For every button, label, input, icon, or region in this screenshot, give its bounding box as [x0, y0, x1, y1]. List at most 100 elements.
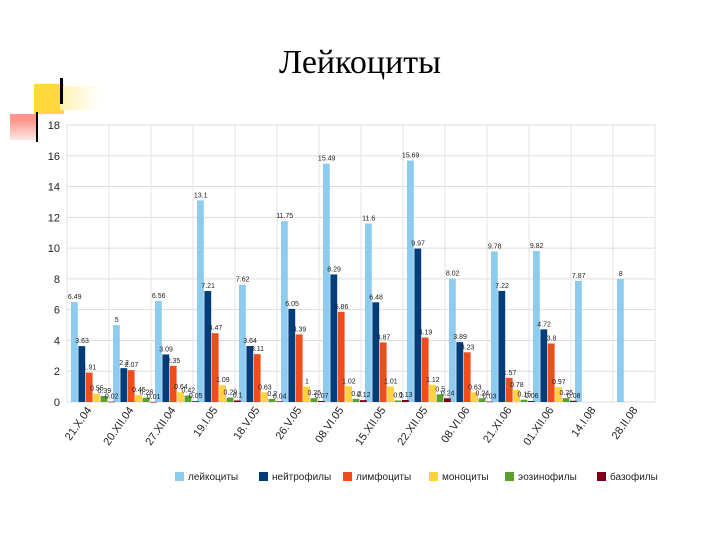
data-label: 1.09	[216, 377, 230, 384]
bar-лейкоциты	[239, 284, 246, 402]
data-label: 3.8	[547, 336, 557, 343]
bar-эозинофилы	[520, 399, 528, 402]
data-label: 4.47	[209, 325, 223, 332]
legend-label: моноциты	[442, 472, 489, 483]
data-label: 0.29	[223, 390, 237, 397]
legend-swatch	[175, 472, 184, 481]
bar-эозинофилы	[310, 398, 318, 402]
bar-эозинофилы	[226, 397, 234, 402]
bar-лейкоциты	[71, 302, 78, 402]
data-label: 0.25	[559, 390, 573, 397]
bar-базофилы	[402, 399, 409, 402]
bar-моноциты	[387, 386, 394, 402]
y-tick-label: 10	[48, 243, 60, 255]
bar-базофилы	[528, 401, 535, 402]
data-label: 0.13	[399, 392, 413, 399]
bar-лимфоциты	[421, 337, 429, 402]
data-label: 4.72	[537, 321, 551, 328]
bar-лимфоциты	[379, 342, 387, 402]
legend-swatch	[597, 472, 606, 481]
bar-моноциты	[177, 392, 184, 402]
bar-лейкоциты	[323, 163, 330, 402]
bar-нейтрофилы	[414, 248, 422, 402]
data-labels-layer: 6.49 5 6.56 13.1 7.62 11.75 15.49 11.6 15.69 8.02…	[68, 153, 623, 401]
data-label: 9.78	[488, 243, 502, 250]
y-tick-label: 6	[54, 305, 60, 317]
legend: лейкоциты нейтрофилы лимфоциты моноциты эози…	[175, 471, 658, 483]
bar-эозинофилы	[478, 398, 486, 402]
x-tick-label: 19.I.05	[191, 405, 220, 439]
bar-моноциты	[135, 395, 142, 402]
bar-нейтрофилы	[246, 345, 254, 402]
page-title: Лейкоциты	[279, 44, 441, 81]
x-tick-label: 21.X.04	[63, 405, 95, 443]
data-label: 3.63	[75, 338, 89, 345]
data-label: 0.12	[357, 392, 371, 399]
bar-базофилы	[486, 401, 493, 403]
data-label: 9.82	[530, 243, 544, 250]
data-label: 6.05	[285, 301, 299, 308]
data-label: 2.2	[119, 360, 129, 367]
bar-нейтрофилы	[330, 274, 338, 402]
bar-лейкоциты	[407, 160, 414, 402]
x-tick-label: 28.II.08	[610, 405, 641, 442]
bar-моноциты	[219, 385, 226, 402]
y-tick-label: 18	[48, 120, 60, 132]
data-label: 0.63	[258, 384, 272, 391]
bar-базофилы	[276, 401, 283, 402]
x-tick-label: 14.I.08	[569, 405, 598, 439]
bar-лимфоциты	[253, 354, 261, 402]
data-label: 0.24	[441, 390, 455, 397]
decor-black-line	[60, 78, 63, 104]
data-label: 0.01	[147, 394, 161, 401]
data-label: 1.12	[426, 377, 440, 384]
y-tick-label: 2	[54, 366, 60, 378]
data-label: 0.64	[174, 384, 188, 391]
decor-yellow-square	[34, 84, 64, 114]
data-label: 8.02	[446, 271, 460, 278]
legend-label: нейтрофилы	[272, 471, 331, 483]
x-tick-label: 08.VI.05	[313, 405, 346, 445]
data-label: 9.97	[411, 241, 425, 248]
legend-label: эозинофилы	[518, 471, 577, 483]
bar-нейтрофилы	[288, 308, 296, 402]
bar-моноциты	[345, 386, 352, 402]
x-tick-label: 27.XII.04	[143, 405, 178, 448]
data-label: 0.42	[181, 388, 195, 395]
bar-эозинофилы	[100, 395, 108, 402]
data-label: 8.29	[327, 266, 341, 273]
data-label: 0.45	[132, 387, 146, 394]
data-label: 0.97	[552, 379, 566, 386]
bar-базофилы	[318, 400, 325, 402]
bar-лейкоциты	[365, 223, 372, 402]
x-tick-label: 20.XII.04	[101, 405, 136, 448]
legend-label: лимфоциты	[356, 471, 411, 483]
x-tick-label: 08.VI.06	[439, 405, 472, 445]
data-label: 6.49	[68, 294, 82, 301]
bar-базофилы	[360, 400, 367, 402]
legend-swatch	[505, 472, 514, 481]
data-label: 3.64	[243, 338, 257, 345]
data-label: 7.22	[495, 283, 509, 290]
bar-лимфоциты	[295, 334, 303, 402]
bar-эозинофилы	[352, 398, 360, 402]
data-label: 0.25	[307, 390, 321, 397]
data-label: 11.6	[362, 215, 375, 222]
data-label: 0.78	[510, 382, 524, 389]
data-label: 4.39	[293, 326, 307, 333]
bar-нейтрофилы	[162, 354, 170, 402]
data-label: 0.5	[435, 386, 445, 393]
legend-swatch	[343, 472, 352, 481]
bar-лимфоциты	[463, 352, 471, 402]
data-label: 15.49	[318, 156, 336, 163]
bar-лейкоциты	[533, 250, 540, 402]
bar-лимфоциты	[211, 333, 219, 402]
bar-лейкоциты	[617, 278, 624, 402]
x-tick-label: 18.V.05	[231, 405, 262, 442]
legend-label: лейкоциты	[188, 472, 238, 483]
bar-нейтрофилы	[120, 368, 128, 402]
bar-базофилы	[570, 400, 577, 402]
data-label: 0.24	[475, 390, 489, 397]
data-label: 8	[619, 271, 623, 278]
decor-fade-strip	[60, 86, 100, 110]
